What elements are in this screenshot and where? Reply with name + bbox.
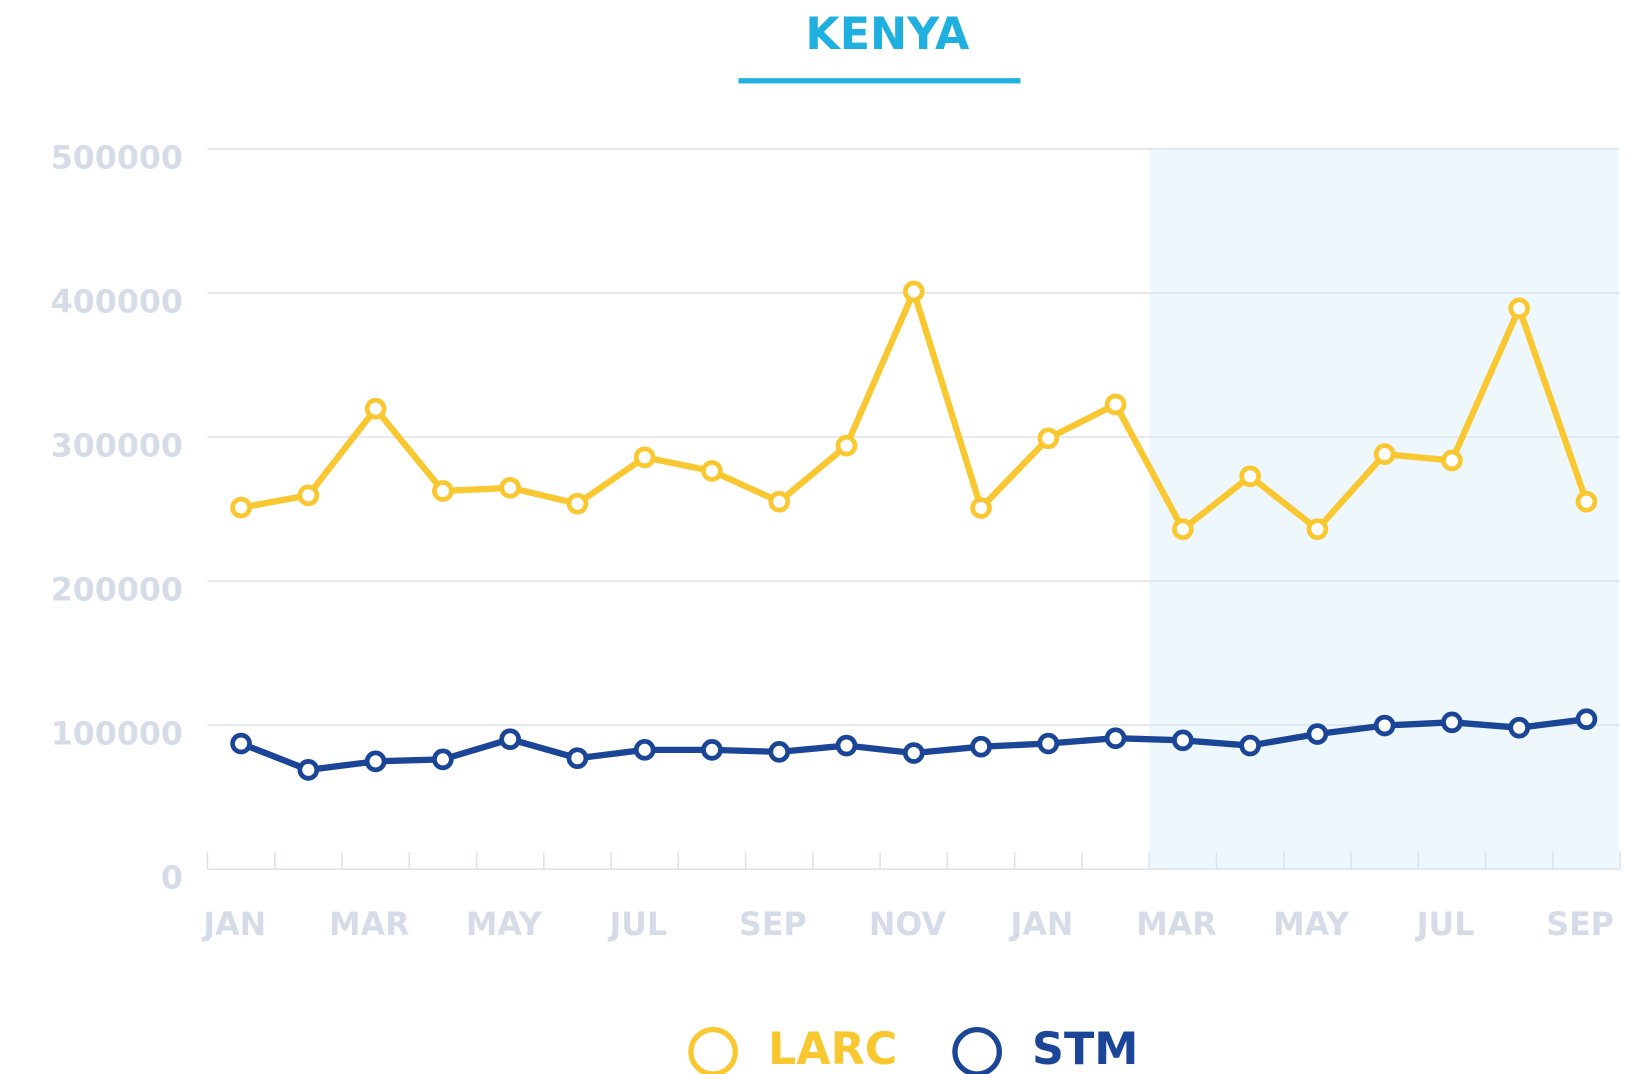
x-tick-label: JUL <box>1415 907 1475 943</box>
data-point <box>1306 518 1329 541</box>
y-tick-label: 500000 <box>51 140 183 176</box>
data-point <box>768 741 791 763</box>
data-point <box>970 735 992 758</box>
y-tick-label: 200000 <box>51 573 183 609</box>
data-point <box>566 747 589 770</box>
y-tick-label: 300000 <box>51 429 183 465</box>
data-point <box>835 734 858 757</box>
data-point <box>432 480 454 502</box>
data-point <box>499 728 521 751</box>
legend-marker <box>688 1027 738 1074</box>
data-point <box>970 497 992 519</box>
data-point <box>701 460 723 482</box>
x-tick-label: MAR <box>329 907 409 943</box>
data-point <box>1575 490 1598 513</box>
legend-label: STM <box>1032 1024 1138 1074</box>
data-point <box>1104 727 1127 750</box>
data-point <box>1239 465 1261 488</box>
data-point <box>902 280 925 303</box>
data-point <box>1441 449 1463 472</box>
data-point <box>633 446 656 469</box>
data-point <box>1037 732 1060 755</box>
data-point <box>633 739 656 761</box>
legend-marker <box>952 1027 1002 1074</box>
data-point <box>499 477 521 499</box>
data-point <box>835 434 858 457</box>
y-tick-label: 0 <box>161 861 183 897</box>
legend-label: LARC <box>768 1024 897 1074</box>
x-tick-label: SEP <box>739 907 807 943</box>
y-tick-label: 100000 <box>51 717 183 753</box>
title-underline <box>738 78 1021 84</box>
data-point <box>1037 427 1060 450</box>
x-tick-label: MAY <box>1273 907 1350 943</box>
data-point <box>230 496 252 519</box>
data-point <box>230 732 252 755</box>
data-point <box>364 397 387 420</box>
data-point <box>701 739 723 761</box>
data-point <box>768 490 791 513</box>
data-point <box>1104 393 1127 416</box>
data-point <box>566 492 589 515</box>
data-point <box>1373 714 1396 737</box>
data-point <box>1508 297 1531 320</box>
data-point <box>297 484 320 507</box>
x-tick-label: SEP <box>1546 907 1614 943</box>
data-point <box>1441 711 1463 734</box>
data-point <box>1575 708 1598 731</box>
data-point <box>902 742 925 764</box>
chart-title: KENYA <box>805 9 970 60</box>
x-tick-label: MAY <box>466 907 543 943</box>
data-point <box>1239 734 1261 757</box>
y-tick-label: 400000 <box>51 285 183 321</box>
data-point <box>1172 518 1194 541</box>
data-point <box>1508 716 1531 739</box>
data-point <box>297 759 320 781</box>
shaded-region <box>1149 148 1620 870</box>
x-tick-label: JAN <box>201 907 266 943</box>
data-point <box>432 748 454 771</box>
data-point <box>364 750 387 773</box>
x-tick-label: JAN <box>1009 907 1074 943</box>
x-tick-label: MAR <box>1136 907 1216 943</box>
x-tick-label: NOV <box>869 907 947 943</box>
x-tick-label: JUL <box>608 907 668 943</box>
data-point <box>1373 443 1396 465</box>
data-point <box>1306 723 1329 745</box>
data-point <box>1172 729 1194 752</box>
